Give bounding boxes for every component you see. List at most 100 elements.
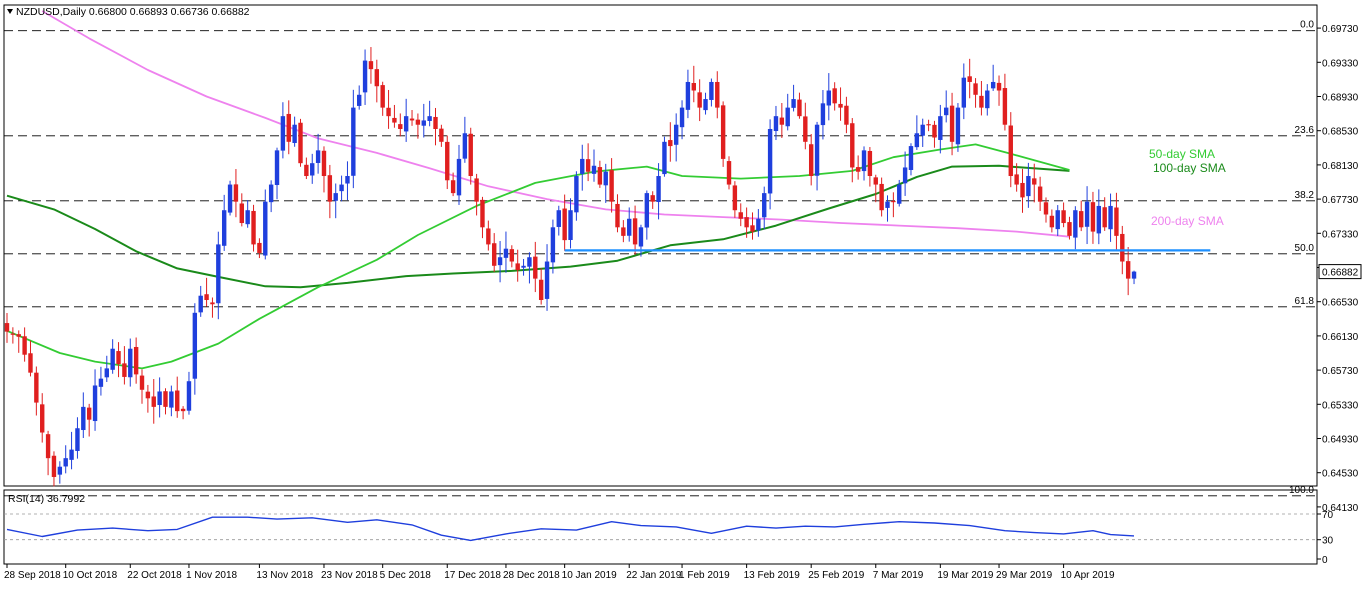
candle[interactable] [656, 163, 661, 220]
candle[interactable] [286, 100, 291, 155]
candle[interactable] [562, 194, 567, 251]
candle[interactable] [180, 406, 186, 420]
candle[interactable] [861, 146, 867, 181]
candle[interactable] [673, 113, 679, 162]
candle[interactable] [497, 241, 503, 283]
candle[interactable] [932, 120, 937, 148]
candle[interactable] [345, 161, 350, 201]
candle[interactable] [327, 164, 333, 219]
candle[interactable] [310, 153, 315, 184]
candle[interactable] [192, 303, 198, 395]
candle[interactable] [615, 194, 620, 233]
candle[interactable] [298, 118, 303, 167]
candle[interactable] [955, 103, 961, 152]
candle[interactable] [98, 366, 104, 396]
candle[interactable] [832, 82, 837, 111]
candle[interactable] [820, 89, 826, 140]
candle[interactable] [844, 96, 849, 134]
candle[interactable] [808, 134, 814, 186]
candle[interactable] [69, 431, 74, 470]
candle[interactable] [944, 90, 949, 123]
candle[interactable] [198, 285, 203, 317]
candle[interactable] [515, 249, 520, 282]
candle[interactable] [715, 71, 720, 119]
candle[interactable] [163, 388, 168, 415]
candle[interactable] [996, 75, 1002, 106]
candle[interactable] [274, 147, 280, 200]
candle[interactable] [57, 461, 63, 484]
candle[interactable] [985, 84, 990, 116]
candle[interactable] [1043, 197, 1049, 223]
candle[interactable] [10, 327, 16, 344]
candle[interactable] [973, 78, 978, 108]
candle[interactable] [421, 103, 426, 138]
candle[interactable] [321, 146, 327, 193]
candlesticks[interactable] [4, 47, 1137, 487]
candle[interactable] [1096, 189, 1102, 245]
candle[interactable] [1055, 205, 1060, 236]
candle[interactable] [1125, 246, 1131, 296]
candle[interactable] [550, 219, 556, 274]
candle[interactable] [157, 377, 162, 418]
candle[interactable] [1131, 270, 1137, 285]
candle[interactable] [1049, 209, 1055, 233]
candle[interactable] [1037, 176, 1043, 212]
candle[interactable] [767, 119, 773, 210]
candle[interactable] [879, 177, 884, 217]
candle[interactable] [386, 89, 391, 129]
candle[interactable] [239, 193, 244, 227]
candle[interactable] [474, 173, 479, 216]
candle[interactable] [392, 104, 397, 128]
candle[interactable] [556, 205, 561, 236]
candle[interactable] [268, 180, 274, 213]
candle[interactable] [445, 135, 450, 190]
candle[interactable] [638, 224, 644, 257]
candle[interactable] [732, 181, 738, 218]
candle[interactable] [368, 47, 374, 84]
candle[interactable] [45, 430, 51, 476]
candle[interactable] [585, 143, 591, 182]
candle[interactable] [139, 369, 145, 404]
candle[interactable] [685, 69, 691, 119]
candle[interactable] [40, 393, 45, 443]
candle[interactable] [873, 174, 878, 203]
candle[interactable] [34, 366, 39, 416]
candle[interactable] [885, 195, 890, 222]
candle[interactable] [855, 155, 861, 180]
candle[interactable] [961, 63, 967, 120]
candle[interactable] [791, 84, 796, 112]
candle[interactable] [22, 327, 27, 362]
candle[interactable] [221, 194, 227, 251]
candle[interactable] [503, 231, 509, 273]
candle[interactable] [738, 203, 743, 227]
candle[interactable] [867, 147, 873, 187]
candle[interactable] [1084, 186, 1090, 245]
candle[interactable] [920, 118, 925, 147]
candle[interactable] [210, 297, 215, 318]
candle[interactable] [773, 105, 779, 141]
candle[interactable] [28, 340, 33, 377]
candle[interactable] [580, 144, 585, 191]
candle[interactable] [1020, 168, 1025, 213]
candle[interactable] [750, 212, 755, 240]
candle[interactable] [116, 342, 121, 378]
candle[interactable] [1102, 197, 1107, 231]
candle[interactable] [4, 312, 10, 343]
candle[interactable] [949, 92, 955, 156]
candle[interactable] [427, 100, 432, 127]
candle[interactable] [1114, 192, 1119, 250]
candle[interactable] [51, 451, 57, 487]
candle[interactable] [468, 127, 473, 185]
candle[interactable] [16, 330, 21, 353]
candle[interactable] [1061, 202, 1066, 228]
candle[interactable] [990, 64, 996, 91]
candle[interactable] [703, 92, 708, 115]
candle[interactable] [720, 101, 726, 167]
candle[interactable] [362, 49, 368, 105]
candle[interactable] [803, 102, 808, 150]
candle[interactable] [415, 113, 421, 139]
candle[interactable] [227, 180, 233, 216]
candle[interactable] [1090, 191, 1096, 244]
candle[interactable] [1014, 163, 1019, 192]
